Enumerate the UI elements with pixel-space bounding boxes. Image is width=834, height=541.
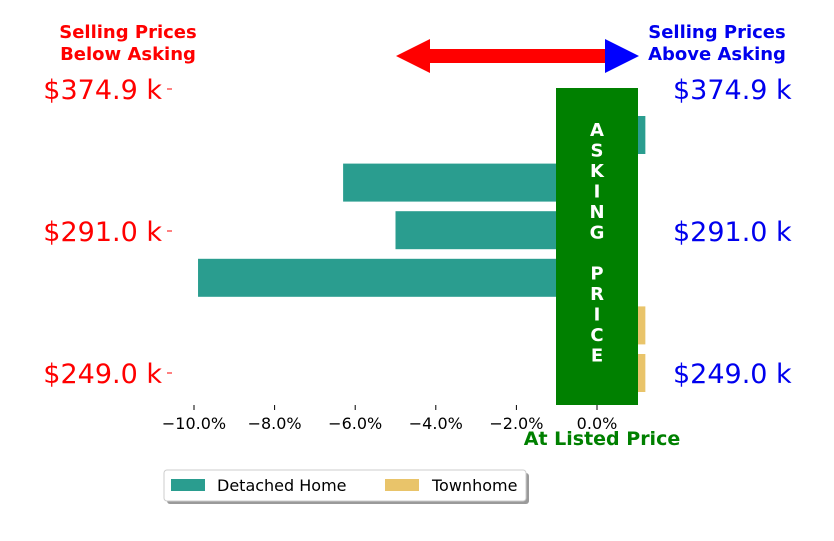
asking-price-box	[556, 88, 638, 405]
asking-letter: N	[589, 202, 604, 223]
bar-2	[343, 163, 597, 202]
y-tick-labels-left: $374.9 k $291.0 k $249.0 k	[43, 75, 172, 390]
y-tick-label-right: $291.0 k	[673, 217, 792, 248]
direction-arrow	[396, 39, 639, 73]
legend-swatch-detached	[171, 479, 205, 491]
y-tick-label-left: $249.0 k	[43, 359, 162, 390]
above-asking-line2: Above Asking	[648, 44, 786, 65]
above-asking-line1: Selling Prices	[648, 22, 785, 43]
bar-4	[198, 258, 597, 297]
x-tick-label: −8.0%	[248, 414, 302, 433]
x-tick-label: 0.0%	[577, 414, 618, 433]
legend-swatch-townhome	[385, 479, 419, 491]
x-tick-label: −4.0%	[409, 414, 463, 433]
below-asking-line1: Selling Prices	[59, 22, 196, 43]
y-tick-labels-right: $374.9 k $291.0 k $249.0 k	[673, 75, 792, 390]
legend-label-townhome: Townhome	[431, 476, 517, 495]
asking-letter: E	[591, 346, 603, 367]
asking-letter: A	[590, 120, 604, 141]
y-tick-label-right: $374.9 k	[673, 75, 792, 106]
asking-letter: S	[591, 141, 604, 162]
x-tick-label: −6.0%	[328, 414, 382, 433]
legend-box	[163, 469, 527, 502]
asking-letter: K	[590, 161, 605, 182]
arrow-shaft-red-right	[520, 49, 608, 63]
x-axis-ticks: −10.0% −8.0% −6.0% −4.0% −2.0% 0.0%	[162, 405, 617, 433]
asking-letter: R	[590, 284, 604, 305]
y-tick-label-left: $374.9 k	[43, 75, 162, 106]
asking-letter: I	[594, 305, 601, 326]
legend-label-detached: Detached Home	[217, 476, 347, 495]
arrow-head-right	[605, 39, 639, 73]
x-tick-label: −2.0%	[489, 414, 543, 433]
asking-letter: P	[590, 264, 603, 285]
asking-letter: G	[590, 223, 605, 244]
y-tick-label-right: $249.0 k	[673, 359, 792, 390]
asking-letter: C	[590, 325, 603, 346]
arrow-head-left	[396, 39, 430, 73]
legend: Detached Home Townhome	[163, 469, 529, 504]
y-tick-label-left: $291.0 k	[43, 217, 162, 248]
x-axis-label: At Listed Price	[524, 428, 680, 450]
asking-letter: I	[594, 182, 601, 203]
below-asking-line2: Below Asking	[60, 44, 196, 65]
x-tick-label: −10.0%	[162, 414, 226, 433]
arrow-shaft-red	[428, 49, 524, 63]
